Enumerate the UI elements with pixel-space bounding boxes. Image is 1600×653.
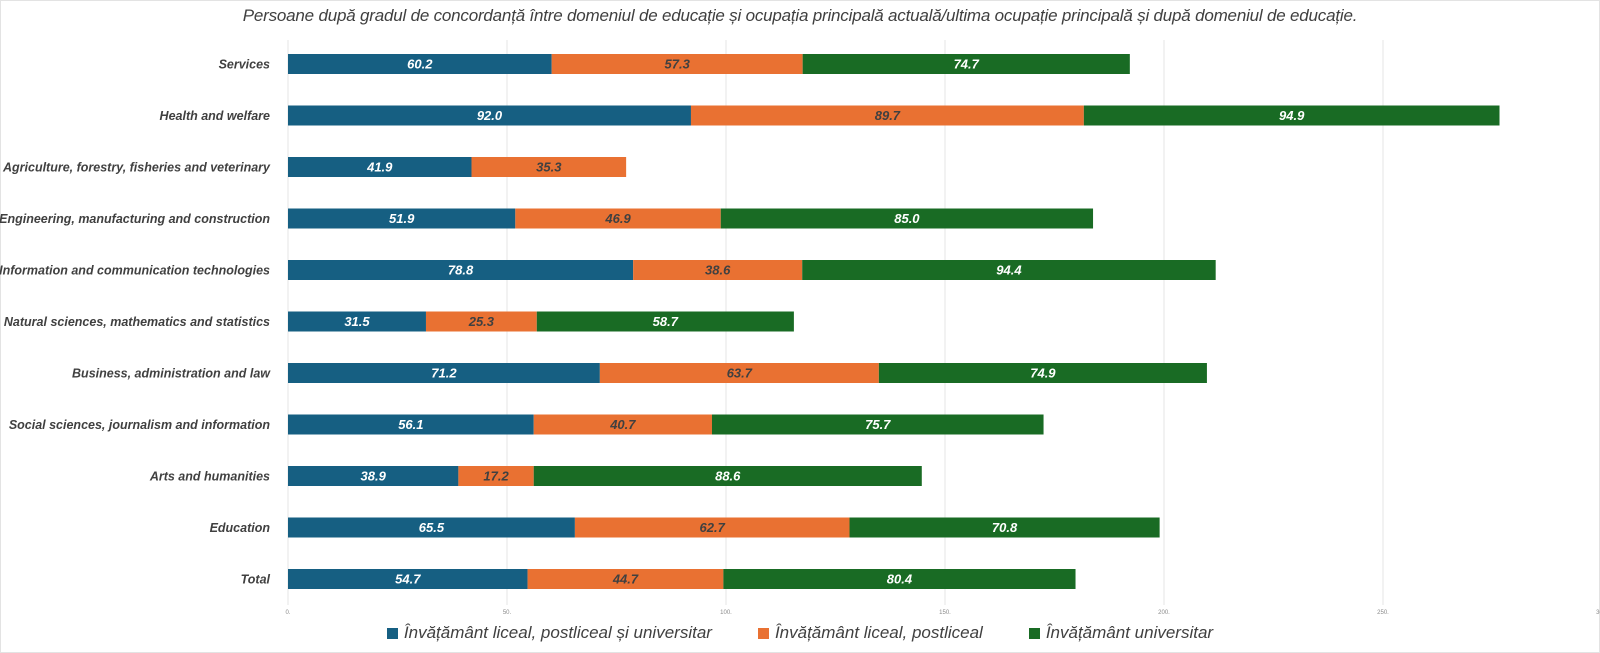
legend-swatch-series-2 <box>757 627 769 639</box>
bar-segment-series-3[interactable] <box>1083 105 1500 126</box>
bar-segment-series-2[interactable] <box>551 54 803 74</box>
data-label-series-2: 25.3 <box>468 314 495 329</box>
chart-title: Persoane după gradul de concordanță într… <box>242 6 1358 25</box>
bar-segment-series-1[interactable] <box>288 466 459 486</box>
data-label-series-2: 89.7 <box>875 108 901 123</box>
bar-segment-series-3[interactable] <box>536 311 794 332</box>
data-labels: 60.2 57.3 74.7 92.0 89.7 94.9 41.9 35.3 0 51.9 46.… <box>344 57 1305 587</box>
bar-segment-series-2[interactable] <box>574 517 850 538</box>
data-label-series-1: 78.8 <box>448 263 474 278</box>
data-label-series-2: 17.2 <box>483 469 509 484</box>
bar-segment-series-1[interactable] <box>288 208 516 229</box>
data-label-series-2: 62.7 <box>700 520 726 535</box>
x-tick-label: 250. <box>1377 610 1389 616</box>
category-label: Social sciences, journalism and informat… <box>9 418 271 432</box>
category-label: Natural sciences, mathematics and statis… <box>4 315 270 329</box>
bar-segment-series-2[interactable] <box>425 311 537 332</box>
data-label-series-2: 57.3 <box>665 57 691 72</box>
data-label-series-3: 70.8 <box>992 520 1018 535</box>
bar-segment-series-2[interactable] <box>515 208 721 229</box>
category-label: Total <box>241 573 271 587</box>
x-tick-label: 200. <box>1158 610 1170 616</box>
bar-segment-series-3[interactable] <box>723 569 1076 589</box>
data-label-series-2: 63.7 <box>727 366 753 381</box>
data-label-series-1: 92.0 <box>477 108 503 123</box>
data-label-series-1: 60.2 <box>407 57 433 72</box>
data-label-series-3: 74.9 <box>1030 366 1056 381</box>
legend-label-series-2: Învățământ liceal, postliceal <box>774 623 983 642</box>
data-label-series-1: 56.1 <box>398 417 423 432</box>
category-label: Health and welfare <box>160 109 270 123</box>
data-label-series-2: 35.3 <box>536 160 562 175</box>
category-label: Engineering, manufacturing and construct… <box>0 212 270 226</box>
data-label-series-3: 0 <box>629 160 637 175</box>
legend-label-series-3: Învățământ universitar <box>1045 623 1214 642</box>
data-label-series-3: 94.9 <box>1279 108 1305 123</box>
legend-swatch-series-3 <box>1028 627 1040 639</box>
category-label: Services <box>219 58 270 72</box>
x-tick-label: 300. <box>1596 610 1600 616</box>
category-label: Education <box>210 521 271 535</box>
data-label-series-1: 71.2 <box>431 366 457 381</box>
data-label-series-3: 85.0 <box>894 211 920 226</box>
data-label-series-1: 54.7 <box>395 572 421 587</box>
data-label-series-3: 80.4 <box>887 572 913 587</box>
data-label-series-1: 31.5 <box>344 314 370 329</box>
bar-segment-series-2[interactable] <box>458 466 534 486</box>
bar-segment-series-3[interactable] <box>711 414 1044 435</box>
category-label: Business, administration and law <box>72 367 271 381</box>
data-label-series-3: 88.6 <box>715 469 741 484</box>
bar-segment-series-1[interactable] <box>288 363 600 383</box>
category-label: Arts and humanities <box>149 470 270 484</box>
bar-segment-series-2[interactable] <box>471 157 627 177</box>
data-label-series-3: 75.7 <box>865 417 891 432</box>
bar-segment-series-3[interactable] <box>802 260 1216 280</box>
data-label-series-1: 38.9 <box>361 469 387 484</box>
legend-item-series-3[interactable]: Învățământ universitar <box>1028 623 1214 643</box>
bar-segment-series-3[interactable] <box>720 208 1094 229</box>
bar-segment-series-1[interactable] <box>288 414 534 435</box>
bar-segment-series-1[interactable] <box>288 311 426 332</box>
x-tick-label: 150. <box>939 610 951 616</box>
legend-item-series-1[interactable]: Învățământ liceal, postliceal și univers… <box>386 623 712 643</box>
x-tick-label: 100. <box>720 610 732 616</box>
x-tick-label: 50. <box>503 610 512 616</box>
data-label-series-1: 65.5 <box>419 520 445 535</box>
data-label-series-1: 51.9 <box>389 211 415 226</box>
data-label-series-2: 38.6 <box>705 263 731 278</box>
bar-segment-series-3[interactable] <box>878 363 1207 383</box>
legend-item-series-2[interactable]: Învățământ liceal, postliceal <box>757 623 983 643</box>
bar-segment-series-1[interactable] <box>288 54 552 74</box>
data-label-series-3: 74.7 <box>954 57 980 72</box>
data-label-series-2: 46.9 <box>604 211 631 226</box>
bar-series <box>288 54 1500 589</box>
bar-segment-series-2[interactable] <box>690 105 1084 126</box>
bar-segment-series-2[interactable] <box>527 569 724 589</box>
data-label-series-1: 41.9 <box>366 160 393 175</box>
bar-segment-series-1[interactable] <box>288 517 575 538</box>
data-label-series-2: 40.7 <box>609 417 636 432</box>
bar-segment-series-3[interactable] <box>802 54 1130 74</box>
data-label-series-3: 58.7 <box>653 314 679 329</box>
bar-segment-series-2[interactable] <box>633 260 803 280</box>
category-labels: Services Health and welfare Agriculture, f… <box>0 58 271 587</box>
category-label: Agriculture, forestry, fisheries and vet… <box>2 161 271 175</box>
bar-segment-series-1[interactable] <box>288 569 528 589</box>
legend-swatch-series-1 <box>386 627 398 639</box>
legend: Învățământ liceal, postliceal și univers… <box>0 623 1600 643</box>
bar-segment-series-1[interactable] <box>288 157 472 177</box>
data-label-series-2: 44.7 <box>612 572 639 587</box>
bar-segment-series-3[interactable] <box>533 466 922 486</box>
bar-segment-series-1[interactable] <box>288 105 691 126</box>
bar-segment-series-3[interactable] <box>849 517 1160 538</box>
legend-label-series-1: Învățământ liceal, postliceal și univers… <box>403 623 712 642</box>
data-label-series-3: 94.4 <box>996 263 1022 278</box>
bar-segment-series-1[interactable] <box>288 260 634 280</box>
bar-segment-series-2[interactable] <box>599 363 879 383</box>
x-tick-label: 0. <box>285 610 290 616</box>
category-label: Information and communication technologi… <box>0 264 270 278</box>
x-axis-tick-labels: 0. 50. 100. 150. 200. 250. 300. <box>285 610 1600 616</box>
bar-segment-series-2[interactable] <box>533 414 712 435</box>
